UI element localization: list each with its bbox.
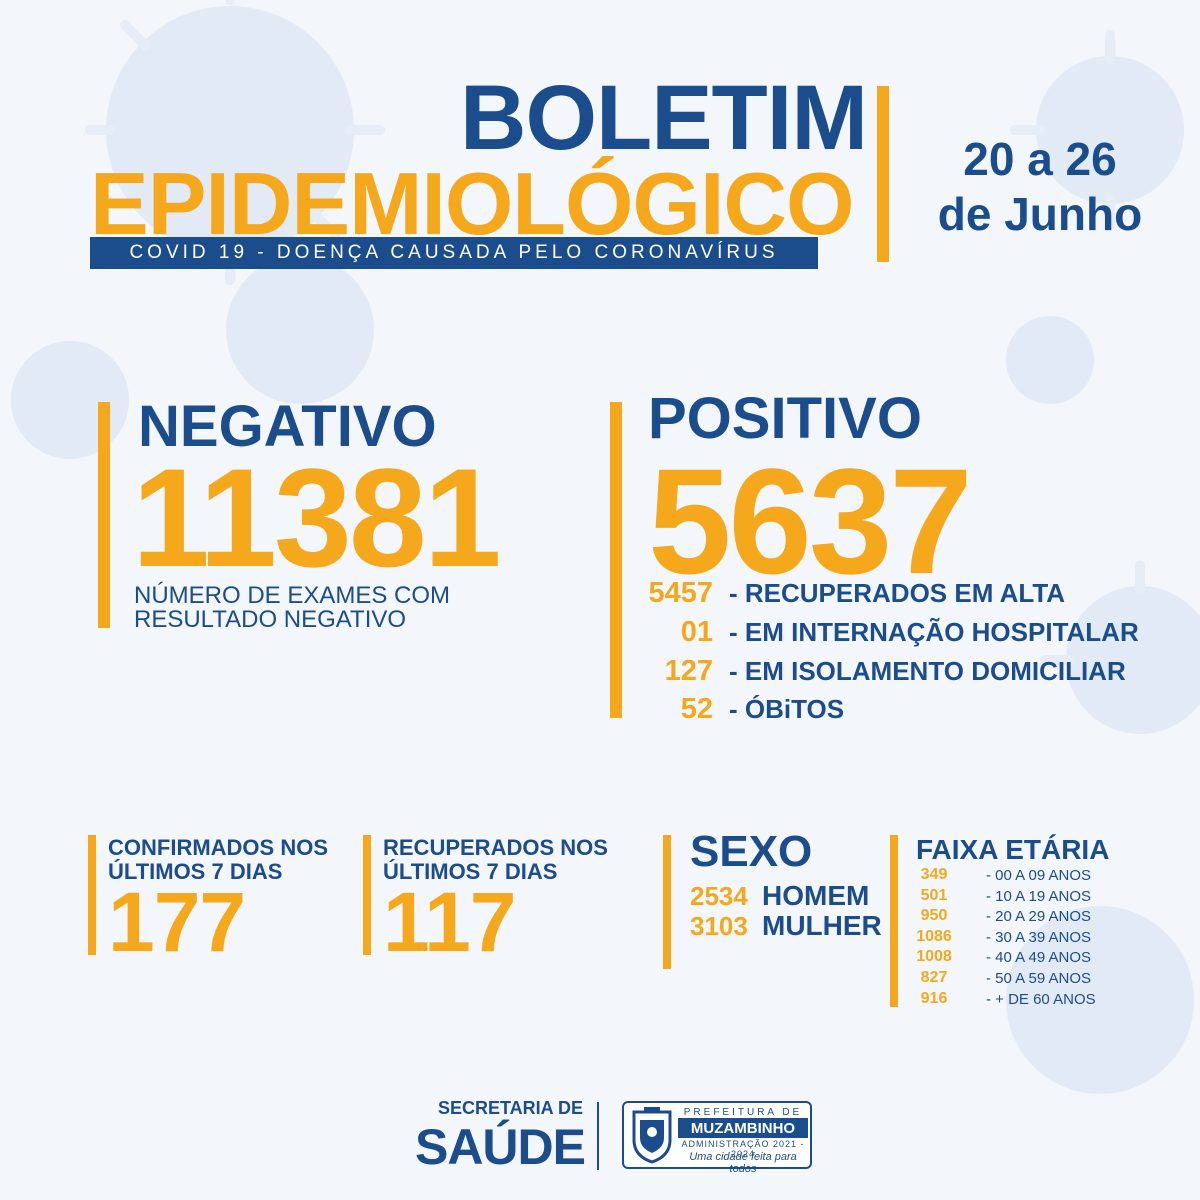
date-line1: 20 a 26 [963,133,1117,185]
faixa-item: 950 - 20 A 29 ANOS [906,906,1091,926]
date-line2: de Junho [937,188,1143,241]
positivo-item-value: 52 [680,692,713,725]
positivo-value: 5637 [648,437,973,605]
logo-top-text: PREFEITURA DE [683,1107,803,1118]
faixa-item: 827 - 50 A 59 ANOS [906,968,1091,988]
confirmados-head: CONFIRMADOS NOS ÚLTIMOS 7 DIAS [108,835,328,885]
sexo-label: SEXO [690,827,813,876]
faixa-item-value: 501 [920,887,948,904]
positivo-item-value: 5457 [648,576,713,609]
negativo-bar [98,402,110,628]
faixa-item-label: - 00 A 09 ANOS [986,866,1092,884]
faixa-item-value: 827 [920,969,948,986]
date-range: 20 a 26 de Junho [905,132,1175,242]
positivo-item-isolamento: 127 - EM ISOLAMENTO DOMICILIAR [625,654,1126,688]
faixa-item-label: - 10 A 19 ANOS [986,887,1092,905]
positivo-item-value: 127 [664,654,713,687]
faixa-item: 349 - 00 A 09 ANOS [906,865,1091,885]
faixa-item-value: 349 [920,866,948,883]
positivo-item-recuperados: 5457 - RECUPERADOS EM ALTA [625,576,1065,610]
positivo-item-label: - RECUPERADOS EM ALTA [729,577,1066,608]
positivo-item-value: 01 [680,615,713,648]
positivo-label: POSITIVO [648,386,922,451]
negativo-value: 11381 [132,439,502,596]
secretaria-line1: SECRETARIA DE [437,1098,583,1118]
confirmados-value: 177 [108,875,246,969]
crest-icon [632,1107,672,1164]
subtitle-band: COVID 19 - DOENÇA CAUSADA PELO CORONAVÍR… [90,237,818,269]
negativo-desc-line2: RESULTADO NEGATIVO [134,606,407,633]
faixa-item-label: - 50 A 59 ANOS [986,969,1092,987]
faixa-item: 501 - 10 A 19 ANOS [906,886,1091,906]
negativo-desc-line1: NÚMERO DE EXAMES COM [134,582,451,609]
faixa-item-label: - 30 A 39 ANOS [986,928,1092,946]
faixa-item-value: 1086 [916,928,952,945]
recuperados-line1: RECUPERADOS NOS [383,835,608,860]
header-divider-bar [877,86,889,262]
faixa-item-value: 1008 [916,948,952,965]
faixa-item-label: - 40 A 49 ANOS [986,948,1092,966]
faixa-item-value: 916 [920,990,948,1007]
confirmados-line2: ÚLTIMOS 7 DIAS [108,859,283,885]
confirmados-line1: CONFIRMADOS NOS [108,835,328,860]
sexo-item-mulher: 3103 MULHER [690,910,882,942]
faixa-item: 1008 - 40 A 49 ANOS [906,947,1091,967]
sexo-bar [663,835,671,969]
recuperados-line2: ÚLTIMOS 7 DIAS [383,859,558,885]
recuperados-value: 117 [383,875,517,969]
recuperados-head: RECUPERADOS NOS ÚLTIMOS 7 DIAS [383,835,608,885]
sexo-item-value: 2534 [690,881,748,911]
positivo-item-label: - EM ISOLAMENTO DOMICILIAR [729,655,1126,686]
positivo-item-internacao: 01 - EM INTERNAÇÃO HOSPITALAR [625,615,1139,649]
faixa-item-value: 950 [920,907,948,924]
secretaria-line2: SAÚDE [414,1119,586,1175]
recuperados-bar [363,835,371,955]
positivo-bar [610,402,622,718]
faixa-item-label: - + DE 60 ANOS [986,990,1096,1008]
logo-name: MUZAMBINHO [678,1118,808,1138]
title-line2: EPIDEMIOLÓGICO [90,154,854,253]
sexo-item-label: HOMEM [762,880,870,911]
faixa-label: FAIXA ETÁRIA [916,834,1110,865]
faixa-item-label: - 20 A 29 ANOS [986,907,1092,925]
footer-divider [597,1102,599,1170]
negativo-desc: NÚMERO DE EXAMES COM RESULTADO NEGATIVO [134,584,450,632]
confirmados-bar [88,835,96,955]
sexo-item-value: 3103 [690,911,748,941]
positivo-item-label: - ÓBiTOS [729,693,845,724]
negativo-label: NEGATIVO [138,394,437,459]
positivo-item-obitos: 52 - ÓBiTOS [625,692,844,726]
logo-slogan: Uma cidade feita para todos [689,1151,797,1175]
faixa-bar [890,835,898,1007]
faixa-item: 916 - + DE 60 ANOS [906,989,1096,1009]
sexo-item-homem: 2534 HOMEM [690,880,869,912]
faixa-item: 1086 - 30 A 39 ANOS [906,927,1091,947]
sexo-item-label: MULHER [762,910,882,941]
title-line1: BOLETIM [460,67,868,169]
positivo-item-label: - EM INTERNAÇÃO HOSPITALAR [729,616,1139,647]
logo-admin-text: ADMINISTRAÇÃO 2021 - 2024 [681,1139,805,1159]
